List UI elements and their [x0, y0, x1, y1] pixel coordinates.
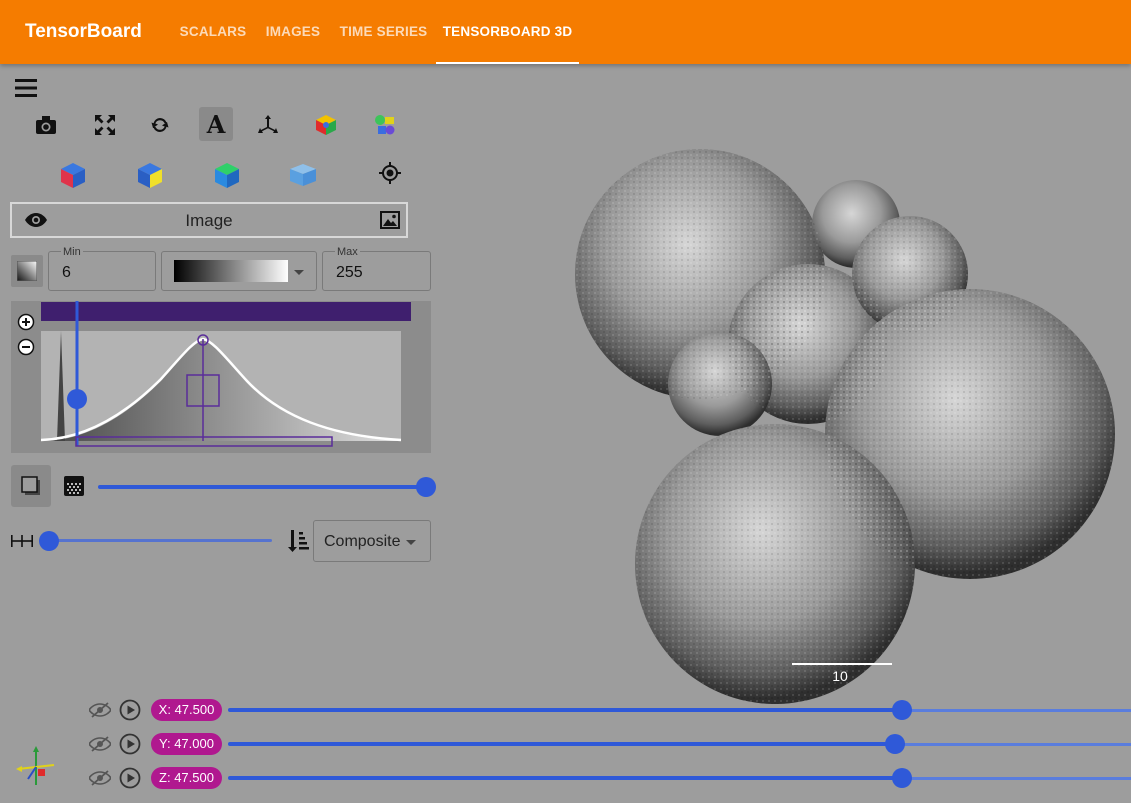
blend-caret-icon — [406, 540, 416, 545]
scale-bar-label: 10 — [832, 668, 848, 684]
opacity-slider-track[interactable] — [98, 485, 428, 489]
play-icon[interactable] — [119, 699, 141, 721]
min-input[interactable]: 6 — [62, 264, 71, 281]
spacing-icon[interactable] — [10, 532, 34, 550]
blend-mode-value: Composite — [324, 533, 401, 550]
tab-scalars[interactable]: SCALARS — [179, 24, 247, 39]
app-title[interactable]: TensorBoard — [25, 21, 142, 42]
range-handle[interactable] — [75, 436, 333, 447]
zoom-out-icon[interactable] — [16, 337, 36, 357]
slice-row-z: Z: 47.500 — [0, 763, 1131, 793]
opacity-color-bar[interactable] — [41, 302, 411, 321]
checker-icon[interactable] — [62, 474, 86, 498]
menu-icon[interactable] — [14, 77, 38, 99]
cube-yellow-blue-icon[interactable] — [135, 160, 165, 190]
slice-row-y: Y: 47.000 — [0, 729, 1131, 759]
opacity-slider-knob[interactable] — [416, 477, 436, 497]
slice-x-track-rest[interactable] — [900, 709, 1131, 712]
axes-icon[interactable] — [255, 110, 285, 140]
slice-y-track-rest[interactable] — [893, 743, 1131, 746]
layers-icon[interactable] — [370, 110, 400, 140]
blend-mode-select[interactable]: Composite — [313, 520, 431, 562]
min-field[interactable]: Min 6 — [48, 247, 156, 291]
top-app-bar: TensorBoard SCALARS IMAGES TIME SERIES T… — [0, 0, 1131, 64]
eye-icon[interactable] — [24, 211, 48, 229]
histogram-spike — [57, 331, 65, 441]
scale-bar — [792, 663, 892, 665]
rotate-icon[interactable] — [145, 110, 175, 140]
gradient-swatch-icon[interactable] — [11, 255, 43, 287]
transfer-function-editor[interactable] — [11, 301, 431, 453]
slice-z-track-rest[interactable] — [900, 777, 1131, 780]
fullscreen-icon[interactable] — [90, 110, 120, 140]
max-field[interactable]: Max 255 — [322, 247, 431, 291]
colormap-caret-icon — [294, 270, 304, 275]
shadow-toggle-icon[interactable] — [11, 465, 51, 507]
target-icon[interactable] — [375, 158, 405, 188]
slice-y-knob[interactable] — [885, 734, 905, 754]
image-icon[interactable] — [379, 210, 401, 230]
cube-red-blue-icon[interactable] — [58, 160, 88, 190]
slice-y-label: Y: 47.000 — [151, 733, 222, 755]
tab-time-series[interactable]: TIME SERIES — [339, 24, 428, 39]
min-label: Min — [61, 246, 83, 258]
image-layer-row[interactable]: Image — [10, 202, 408, 238]
play-icon[interactable] — [119, 733, 141, 755]
zoom-in-icon[interactable] — [16, 312, 36, 332]
width-handle[interactable] — [186, 374, 220, 407]
visibility-off-icon[interactable] — [88, 699, 112, 721]
spacing-slider-track[interactable] — [48, 539, 272, 542]
slice-z-knob[interactable] — [892, 768, 912, 788]
max-input[interactable]: 255 — [336, 264, 363, 281]
peak-handle[interactable] — [197, 334, 209, 346]
threshold-knob[interactable] — [67, 389, 87, 409]
slice-x-label: X: 47.500 — [151, 699, 222, 721]
orientation-axes-icon[interactable] — [14, 745, 58, 789]
slice-z-track[interactable] — [228, 776, 900, 780]
color-cube-icon[interactable] — [311, 110, 341, 140]
cell-cluster — [575, 149, 1115, 704]
visibility-off-icon[interactable] — [88, 767, 112, 789]
slice-x-track[interactable] — [228, 708, 900, 712]
cube-blue-icon[interactable] — [288, 160, 318, 190]
slice-z-label: Z: 47.500 — [151, 767, 222, 789]
visibility-off-icon[interactable] — [88, 733, 112, 755]
text-annotation-icon[interactable]: A — [199, 107, 233, 141]
cube-green-blue-icon[interactable] — [212, 160, 242, 190]
volume-viewport[interactable] — [0, 64, 1131, 803]
slice-x-knob[interactable] — [892, 700, 912, 720]
camera-icon[interactable] — [31, 110, 61, 140]
play-icon[interactable] — [119, 767, 141, 789]
histogram-fill — [41, 339, 401, 441]
spacing-slider-knob[interactable] — [39, 531, 59, 551]
tab-tensorboard-3d[interactable]: TENSORBOARD 3D — [436, 0, 579, 64]
slice-y-track[interactable] — [228, 742, 893, 746]
colormap-preview — [174, 260, 288, 282]
layer-name: Image — [185, 211, 233, 230]
transfer-function-panel[interactable] — [11, 301, 431, 453]
max-label: Max — [335, 246, 360, 258]
tab-images[interactable]: IMAGES — [265, 24, 321, 39]
slice-row-x: X: 47.500 — [0, 695, 1131, 725]
colormap-select[interactable] — [161, 251, 317, 291]
volume-rendering[interactable] — [0, 64, 1131, 803]
sort-icon[interactable] — [286, 528, 310, 554]
